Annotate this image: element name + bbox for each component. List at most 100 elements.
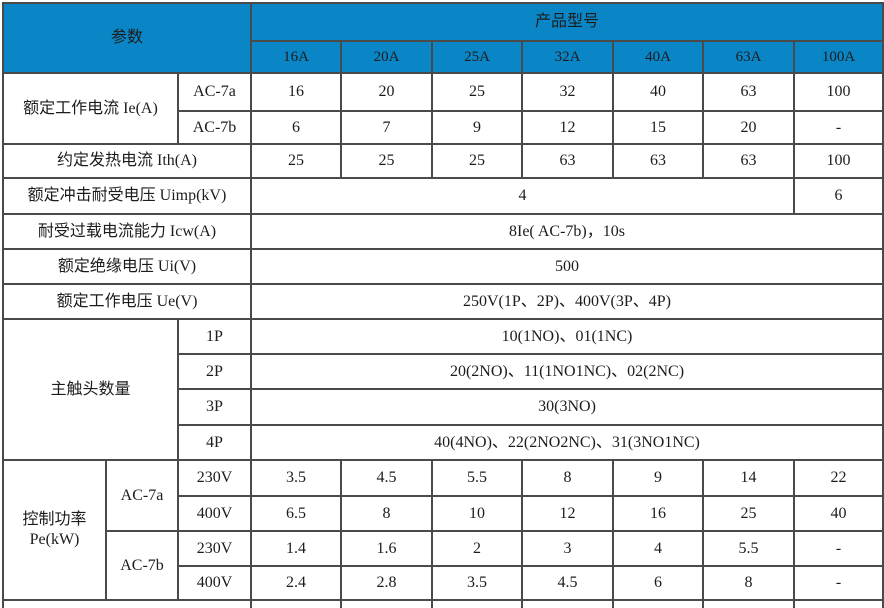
value-cell: 63 xyxy=(521,143,614,179)
value-cell: 6.5 xyxy=(250,495,342,532)
sub-label-4p: 4P xyxy=(177,424,252,461)
value-cell: 22 xyxy=(792,459,884,497)
value-cell: 63 xyxy=(702,143,795,179)
value-cell: 2 xyxy=(431,530,523,567)
value-cell: 25 xyxy=(340,143,433,179)
value-cell: 1.6 xyxy=(340,530,433,567)
sub-label-ac7a: AC-7a xyxy=(105,459,179,532)
row-label-control-power: 控制功率 Pe(kW) xyxy=(2,459,107,601)
col-header-16a: 16A xyxy=(250,40,342,74)
row-contacts-3p: 3P 30(3NO) xyxy=(3,388,884,426)
row-ie-ac7a: 额定工作电流 Ie(A) AC-7a 16 20 25 32 40 63 100 xyxy=(2,72,884,145)
row-contacts-2p: 2P 20(2NO)、11(1NO1NC)、02(2NC) xyxy=(3,353,884,390)
value-cell-merged: 40(4NO)、22(2NO2NC)、31(3NO1NC) xyxy=(249,424,884,461)
sub-label-ac7b: AC-7b xyxy=(105,530,179,601)
value-cell: 2.8 xyxy=(340,565,433,601)
sub-label-3p: 3P xyxy=(177,388,252,426)
value-cell: 40 xyxy=(792,495,884,532)
row-pe-ac7b-400v: 400V 2.4 2.8 3.5 4.5 6 8 - xyxy=(3,565,884,601)
col-header-63a: 63A xyxy=(702,40,795,74)
row-partial-clipped xyxy=(2,599,884,608)
value-cell: 16 xyxy=(612,495,704,532)
row-label-clipped xyxy=(2,599,252,608)
row-label-impulse-voltage: 额定冲击耐受电压 Uimp(kV) xyxy=(2,177,252,215)
row-ie-ac7b: AC-7b 6 7 9 12 15 20 - xyxy=(3,110,884,145)
value-cell: - xyxy=(792,565,884,601)
value-cell: 12 xyxy=(521,110,614,145)
header-product-model: 产品型号 xyxy=(249,2,884,42)
value-cell: 40 xyxy=(612,72,704,112)
col-header-40a: 40A xyxy=(612,40,704,74)
value-cell xyxy=(521,599,614,608)
value-cell: 8 xyxy=(702,565,795,601)
value-cell xyxy=(612,599,704,608)
value-cell: 6 xyxy=(612,565,704,601)
value-cell: 4.5 xyxy=(521,565,614,601)
row-pe-ac7a-400v: 400V 6.5 8 10 12 16 25 40 xyxy=(3,495,884,532)
row-pe-ac7b-230v: AC-7b 230V 1.4 1.6 2 3 4 5.5 - xyxy=(3,530,884,601)
value-cell: 32 xyxy=(521,72,614,112)
row-label-main-contacts: 主触头数量 xyxy=(2,318,179,461)
row-ui: 额定绝缘电压 Ui(V) 500 xyxy=(2,248,884,285)
col-header-20a: 20A xyxy=(340,40,433,74)
sub-label-ac7a: AC-7a xyxy=(177,72,252,112)
value-cell: 12 xyxy=(521,495,614,532)
value-cell: 4 xyxy=(612,530,704,567)
value-cell: 63 xyxy=(702,72,795,112)
row-pe-ac7a-230v: 控制功率 Pe(kW) AC-7a 230V 3.5 4.5 5.5 8 9 1… xyxy=(2,459,884,601)
value-cell: 2.4 xyxy=(250,565,342,601)
row-label-overload-capability: 耐受过载电流能力 Icw(A) xyxy=(2,213,252,250)
value-cell: 7 xyxy=(340,110,433,145)
value-cell: 100 xyxy=(792,72,884,112)
value-cell-merged: 20(2NO)、11(1NO1NC)、02(2NC) xyxy=(249,353,884,390)
value-cell: 10 xyxy=(431,495,523,532)
row-ue: 额定工作电压 Ue(V) 250V(1P、2P)、400V(3P、4P) xyxy=(2,283,884,320)
sub-label-230v: 230V xyxy=(177,530,252,567)
value-cell: 4.5 xyxy=(340,459,433,497)
value-cell: 6 xyxy=(792,177,884,215)
value-cell: - xyxy=(792,530,884,567)
value-cell: 3 xyxy=(521,530,614,567)
row-contacts-1p: 主触头数量 1P 10(1NO)、01(1NC) xyxy=(2,318,884,461)
value-cell: 8 xyxy=(340,495,433,532)
row-icw: 耐受过载电流能力 Icw(A) 8Ie( AC-7b)，10s xyxy=(2,213,884,250)
sub-label-400v: 400V xyxy=(177,565,252,601)
value-cell: 14 xyxy=(702,459,795,497)
sub-label-2p: 2P xyxy=(177,353,252,390)
value-cell: - xyxy=(792,110,884,145)
value-cell: 25 xyxy=(250,143,342,179)
value-cell-merged: 30(3NO) xyxy=(249,388,884,426)
value-cell-merged: 8Ie( AC-7b)，10s xyxy=(249,213,884,250)
value-cell: 20 xyxy=(340,72,433,112)
row-ith: 约定发热电流 Ith(A) 25 25 25 63 63 63 100 xyxy=(2,143,884,179)
value-cell: 9 xyxy=(431,110,523,145)
sub-label-ac7b: AC-7b xyxy=(177,110,252,145)
row-label-insulation-voltage: 额定绝缘电压 Ui(V) xyxy=(2,248,252,285)
value-cell: 1.4 xyxy=(250,530,342,567)
value-cell: 15 xyxy=(612,110,704,145)
row-uimp: 额定冲击耐受电压 Uimp(kV) 4 6 xyxy=(2,177,884,215)
value-cell-merged: 250V(1P、2P)、400V(3P、4P) xyxy=(249,283,884,320)
value-cell: 5.5 xyxy=(702,530,795,567)
value-cell: 3.5 xyxy=(431,565,523,601)
row-label-operational-voltage: 额定工作电压 Ue(V) xyxy=(2,283,252,320)
value-cell-merged: 10(1NO)、01(1NC) xyxy=(249,318,884,355)
value-cell: 5.5 xyxy=(431,459,523,497)
col-header-100a: 100A xyxy=(792,40,884,74)
value-cell: 25 xyxy=(431,72,523,112)
col-header-32a: 32A xyxy=(521,40,614,74)
value-cell xyxy=(340,599,433,608)
value-cell: 9 xyxy=(612,459,704,497)
row-label-rated-operational-current: 额定工作电流 Ie(A) xyxy=(2,72,179,145)
value-cell xyxy=(250,599,342,608)
sub-label-400v: 400V xyxy=(177,495,252,532)
row-contacts-4p: 4P 40(4NO)、22(2NO2NC)、31(3NO1NC) xyxy=(3,424,884,461)
value-cell: 16 xyxy=(250,72,342,112)
sub-label-230v: 230V xyxy=(177,459,252,497)
value-cell xyxy=(702,599,795,608)
value-cell-merged: 4 xyxy=(250,177,795,215)
header-parameter: 参数 xyxy=(2,2,252,74)
header-row-2: 16A 20A 25A 32A 40A 63A 100A xyxy=(3,40,884,74)
